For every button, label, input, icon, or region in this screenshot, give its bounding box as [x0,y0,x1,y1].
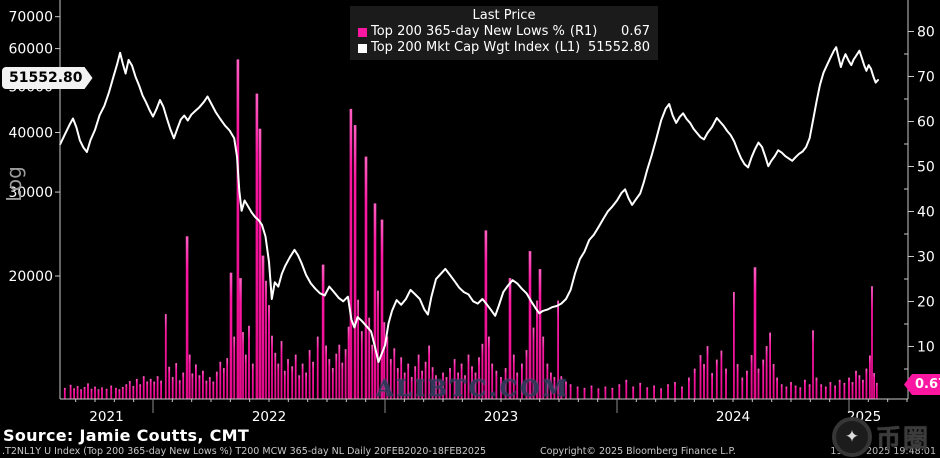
last-price-axis-badge: 51552.80 [2,67,93,89]
right-axis-tick-label: 10 [917,340,935,356]
terminal-status-bar: .T2NL1Y U Index (Top 200 365-day New Low… [0,446,940,458]
left-axis-tick-label: 40000 [8,126,53,142]
legend-value: 0.67 [621,24,650,39]
white-swatch-icon [358,43,367,53]
right-axis-tick-label: 60 [917,115,935,131]
left-axis-tick-label: 30000 [8,185,53,201]
security-descriptor: .T2NL1Y U Index (Top 200 365-day New Low… [2,446,487,457]
legend-entry-new-lows[interactable]: Top 200 365-day New Lows % (R1) 0.67 [358,24,650,40]
left-axis-tick-label: 20000 [8,269,53,285]
alibtc-watermark: ALIBTC.COM [376,376,570,402]
logo-cjk-text: 币圈网 [876,424,931,453]
legend-scale: (L1) [554,40,581,55]
right-axis-tick-label: 40 [917,205,935,221]
x-axis-year-label: 2022 [252,409,286,425]
new-lows-axis-badge: 0.67 [904,374,940,395]
legend-value: 51552.80 [587,40,650,55]
right-axis-tick-label: 30 [917,250,935,266]
x-axis-year-label: 2021 [89,409,123,425]
left-axis-tick-label: 60000 [8,42,53,58]
mkt-cap-index-line [59,46,879,363]
legend-label: Top 200 365-day New Lows % [371,24,565,39]
right-axis-tick-label: 20 [917,295,935,311]
right-axis-tick-label: 70 [917,70,935,86]
log-scale-label: Log [2,166,26,202]
biquan-logo-watermark: ✦ 币圈网 [828,413,940,458]
x-axis-year-label: 2024 [716,409,750,425]
source-attribution: Source: Jamie Coutts, CMT [3,426,250,445]
right-axis-tick-label: 80 [917,25,935,41]
legend-title: Last Price [472,8,536,23]
right-axis-tick-label: 50 [917,160,935,176]
axes [55,0,914,413]
pink-swatch-icon [358,27,367,37]
legend-label: Top 200 Mkt Cap Wgt Index [371,40,550,55]
x-axis-year-label: 2023 [484,409,518,425]
legend-entry-index[interactable]: Top 200 Mkt Cap Wgt Index (L1) 51552.80 [358,40,650,56]
price-chart-canvas[interactable]: 7000060000500004000030000200008070605040… [0,0,940,428]
new-lows-bars [63,59,878,400]
legend-scale: (R1) [569,24,598,39]
copyright-text: Copyright© 2025 Bloomberg Finance L.P. [540,446,736,457]
left-axis-tick-label: 70000 [8,10,53,26]
star-logo-icon: ✦ [832,417,872,457]
timestamp: 19-Feb-2025 19:48:01 [830,446,936,457]
chart-legend[interactable]: Last Price Top 200 365-day New Lows % (R… [350,6,658,60]
